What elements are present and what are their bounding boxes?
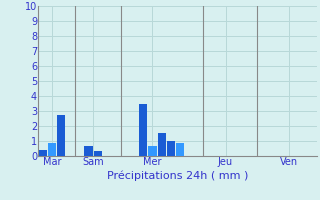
X-axis label: Précipitations 24h ( mm ): Précipitations 24h ( mm ) [107, 170, 248, 181]
Bar [48, 142, 56, 156]
Bar [176, 143, 184, 156]
Bar [167, 141, 175, 156]
Bar [94, 151, 102, 156]
Bar [39, 150, 47, 156]
Bar [157, 133, 166, 156]
Bar [148, 146, 156, 156]
Bar [84, 146, 93, 156]
Bar [139, 104, 148, 156]
Bar [57, 115, 65, 156]
